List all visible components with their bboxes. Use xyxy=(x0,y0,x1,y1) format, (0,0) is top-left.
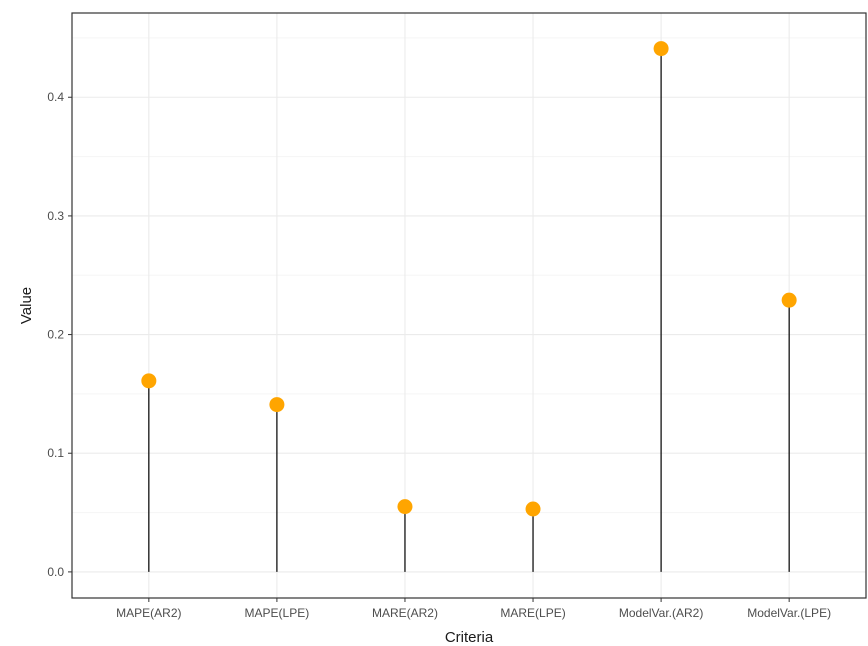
lollipop-point xyxy=(781,292,797,308)
y-tick-label: 0.1 xyxy=(47,446,64,460)
minor-gridlines xyxy=(72,37,866,514)
x-tick-label: MARE(LPE) xyxy=(500,606,565,620)
y-tick-label: 0.2 xyxy=(47,328,64,342)
lollipop-point xyxy=(397,499,413,515)
x-tick-label: ModelVar.(LPE) xyxy=(747,606,831,620)
lollipop-point xyxy=(269,397,285,413)
lollipop-stems xyxy=(148,48,790,572)
x-tick-label: MAPE(AR2) xyxy=(116,606,181,620)
panel-border xyxy=(71,12,867,599)
y-tick-label: 0.3 xyxy=(47,209,64,223)
y-axis-ticks: 0.0 0.1 0.2 0.3 0.4 xyxy=(47,90,72,579)
lollipop-point xyxy=(525,501,541,517)
major-gridlines xyxy=(72,13,866,598)
lollipop-point xyxy=(141,373,157,389)
lollipop-point xyxy=(653,41,669,57)
y-tick-label: 0.4 xyxy=(47,90,64,104)
x-tick-label: ModelVar.(AR2) xyxy=(619,606,703,620)
y-axis-title: Value xyxy=(18,287,35,324)
x-axis-title: Criteria xyxy=(445,629,494,646)
lollipop-points xyxy=(141,41,797,517)
x-tick-label: MAPE(LPE) xyxy=(245,606,310,620)
y-tick-label: 0.0 xyxy=(47,565,64,579)
x-axis-ticks: MAPE(AR2) MAPE(LPE) MARE(AR2) MARE(LPE) Mode… xyxy=(116,598,831,620)
x-tick-label: MARE(AR2) xyxy=(372,606,438,620)
